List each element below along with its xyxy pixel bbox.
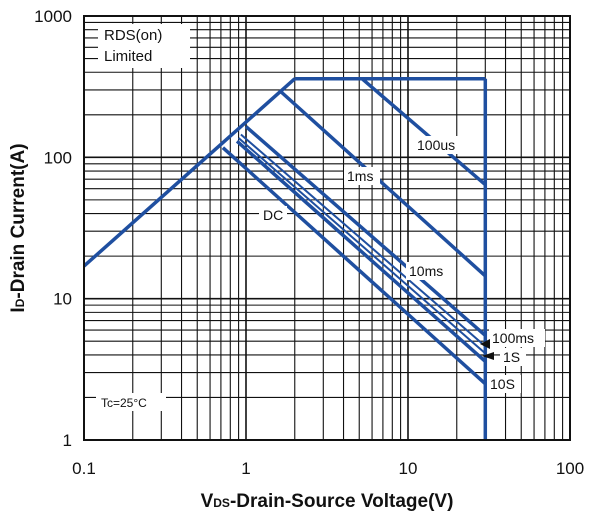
x-tick-label: 100 xyxy=(556,459,584,478)
tc-label-box xyxy=(96,393,166,411)
x-axis-label-rest: -Drain-Source Voltage(V) xyxy=(230,491,453,512)
label-1s: 1S xyxy=(503,349,520,365)
label-10s-box xyxy=(487,375,521,393)
label-dc: DC xyxy=(263,207,283,223)
label-1ms: 1ms xyxy=(347,168,373,184)
series-line-1s xyxy=(237,137,486,355)
x-axis-label: VDS-Drain-Source Voltage(V) xyxy=(201,491,454,512)
series-line-100ms xyxy=(240,133,486,348)
label-dc-box xyxy=(259,206,287,224)
y-tick-label: 1000 xyxy=(34,7,72,26)
y-axis-label: ID-Drain Current(A) xyxy=(8,143,29,312)
y-tick-label: 1 xyxy=(63,431,72,450)
arrow-100ms xyxy=(480,339,490,349)
series-line-dc xyxy=(221,146,487,386)
label-100us: 100us xyxy=(417,137,455,153)
label-100ms: 100ms xyxy=(492,330,534,346)
series-lines xyxy=(82,76,488,440)
y-axis-label-rest: -Drain Current(A) xyxy=(8,143,29,298)
x-tick-label: 0.1 xyxy=(72,459,96,478)
series-line-1ms xyxy=(280,90,487,278)
label-100us-box xyxy=(414,136,464,154)
series-line-100us xyxy=(360,77,487,187)
label-10ms-box xyxy=(406,262,452,280)
arrow-1s xyxy=(482,352,494,360)
y-tick-label: 10 xyxy=(53,290,72,309)
x-tick-label: 1 xyxy=(241,459,250,478)
series-line-10s xyxy=(235,139,487,363)
x-tick-label: 10 xyxy=(399,459,418,478)
plot-frame xyxy=(83,15,571,441)
rds-label-line1: RDS(on) xyxy=(104,27,162,44)
series-line-10ms xyxy=(244,125,487,337)
y-axis-label-sub: D xyxy=(13,298,27,307)
rds-label-line2: Limited xyxy=(104,48,152,65)
label-10s: 10S xyxy=(490,376,515,392)
x-axis-label-main: V xyxy=(201,491,214,512)
rds-on-limit-line xyxy=(82,77,296,268)
x-axis-label-sub: DS xyxy=(213,496,230,510)
tc-label: Tc=25°C xyxy=(101,396,147,410)
label-1s-box xyxy=(500,348,526,366)
label-1ms-box xyxy=(344,167,380,185)
label-100ms-box xyxy=(489,329,545,347)
label-10ms: 10ms xyxy=(409,263,443,279)
y-tick-label: 100 xyxy=(44,148,72,167)
y-axis-label-main: I xyxy=(8,307,29,312)
rds-label-box xyxy=(98,24,190,68)
